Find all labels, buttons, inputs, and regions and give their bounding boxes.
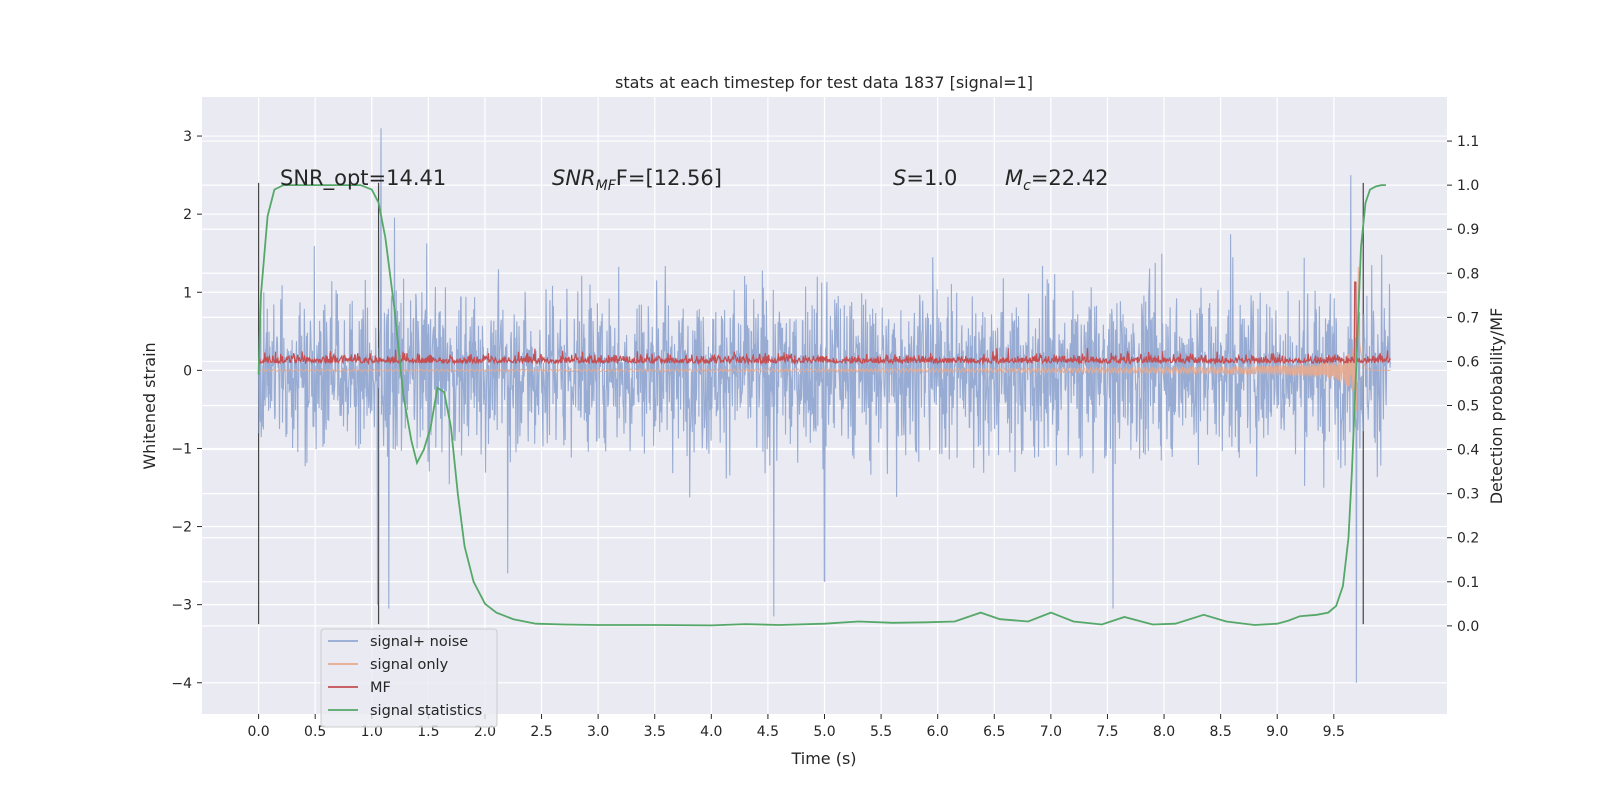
legend-label-mf: MF [370, 680, 391, 696]
y-tick-label-7: −4 [171, 676, 192, 692]
y-axis-label: Whitened strain [140, 342, 159, 469]
y-axis-right-label: Detection probability/MF [1487, 308, 1506, 505]
series-signal-only-line [258, 266, 1391, 411]
y-right-tick-label-1: 1.0 [1457, 178, 1479, 194]
annotation-s: S=1.0 [893, 166, 957, 190]
x-tick-label-2: 1.0 [361, 724, 383, 740]
y-right-tick-label-10: 0.1 [1457, 575, 1479, 591]
y-right-tick-label-2: 0.9 [1457, 222, 1479, 238]
annotation-snr-opt: SNR_opt=14.41 [280, 166, 446, 191]
annotations: SNR_opt=14.41 SNRMFF=[12.56] S=1.0 Mc=22… [280, 166, 1109, 194]
series-mf-line [258, 281, 1391, 366]
x-tick-label-17: 8.5 [1210, 724, 1232, 740]
x-tick-label-14: 7.0 [1040, 724, 1062, 740]
legend-label-signal-statistics: signal statistics [370, 703, 482, 719]
y-right-tick-label-5: 0.6 [1457, 354, 1479, 370]
y-right-tick-label-6: 0.5 [1457, 399, 1479, 415]
legend-box [320, 628, 498, 728]
x-tick-label-18: 9.0 [1266, 724, 1288, 740]
annotation-mc-prefix: M [1005, 166, 1023, 190]
annotation-snr-mf: SNRMFF=[12.56] [552, 166, 722, 194]
series-signal-noise-line [258, 128, 1391, 683]
y-right-tick-label-7: 0.4 [1457, 443, 1479, 459]
y-tick-label-0: 3 [183, 129, 192, 145]
x-tick-label-3: 1.5 [417, 724, 439, 740]
y-right-tick-label-11: 0.0 [1457, 619, 1479, 635]
x-tick-label-7: 3.5 [644, 724, 666, 740]
x-axis-label: Time (s) [790, 749, 856, 768]
y-right-tick-label-4: 0.7 [1457, 310, 1479, 326]
y-tick-label-4: −1 [171, 441, 192, 457]
x-tick-label-0: 0.0 [247, 724, 269, 740]
x-tick-label-1: 0.5 [304, 724, 326, 740]
x-tick-label-19: 9.5 [1323, 724, 1345, 740]
y-ticks-right: 1.1 1.0 0.9 0.8 0.7 0.6 0.5 0.4 0.3 0.2 0.1 0.0 [1447, 134, 1479, 635]
annotation-mc-suffix: =22.42 [1031, 166, 1109, 190]
legend-label-signal-noise: signal+ noise [370, 634, 468, 650]
x-tick-label-11: 5.5 [870, 724, 892, 740]
y-right-tick-label-0: 1.1 [1457, 134, 1479, 150]
y-tick-label-2: 1 [183, 285, 192, 301]
x-tick-label-5: 2.5 [530, 724, 552, 740]
x-tick-label-4: 2.0 [474, 724, 496, 740]
y-tick-label-1: 2 [183, 207, 192, 223]
annotation-s-suffix: =1.0 [906, 166, 957, 190]
plot-series [257, 128, 1391, 683]
annotation-s-prefix: S [893, 166, 906, 190]
chart-title: stats at each timestep for test data 183… [615, 73, 1033, 92]
x-tick-label-9: 4.5 [757, 724, 779, 740]
annotation-snr-mf-sub: MF [596, 178, 617, 194]
x-tick-label-13: 6.5 [983, 724, 1005, 740]
x-tick-label-6: 3.0 [587, 724, 609, 740]
y-tick-label-3: 0 [183, 363, 192, 379]
annotation-snr-mf-prefix: SNR [552, 166, 596, 190]
annotation-snr-mf-suffix: F=[12.56] [616, 166, 722, 190]
y-right-tick-label-8: 0.3 [1457, 487, 1479, 503]
x-tick-label-10: 5.0 [813, 724, 835, 740]
y-right-tick-label-9: 0.2 [1457, 531, 1479, 547]
y-ticks-left: 3 2 1 0 −1 −2 −3 −4 [171, 129, 202, 692]
y-tick-label-6: −3 [171, 598, 192, 614]
legend: signal+ noise signal only MF signal stat… [320, 628, 498, 728]
annotation-mc-sub: c [1023, 178, 1031, 194]
x-tick-label-16: 8.0 [1153, 724, 1175, 740]
x-tick-label-12: 6.0 [927, 724, 949, 740]
x-tick-label-8: 4.0 [700, 724, 722, 740]
y-tick-label-5: −2 [171, 520, 192, 536]
annotation-mc: Mc=22.42 [1005, 166, 1109, 194]
y-right-tick-label-3: 0.8 [1457, 266, 1479, 282]
legend-label-signal-only: signal only [370, 657, 449, 673]
x-tick-label-15: 7.5 [1096, 724, 1118, 740]
x-ticks: 0.0 0.5 1.0 1.5 2.0 2.5 3.0 3.5 4.0 4.5 5.0 5.5 6.0 6… [247, 714, 1345, 740]
series-signal-statistics-line [257, 184, 1386, 627]
